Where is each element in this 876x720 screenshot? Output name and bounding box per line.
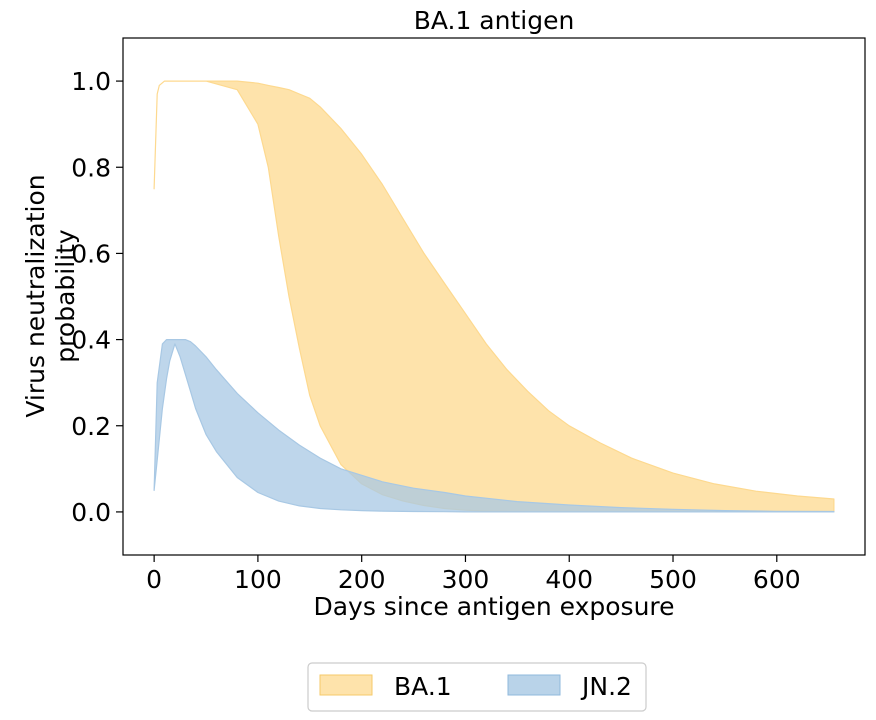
x-tick-label: 500 <box>649 565 697 594</box>
chart-title: BA.1 antigen <box>414 6 575 35</box>
y-axis-label-line-2: probability <box>51 229 80 363</box>
y-tick-label: 1.0 <box>71 67 111 96</box>
x-tick-label: 600 <box>753 565 801 594</box>
legend-swatch-jn2 <box>507 674 561 696</box>
legend: BA.1 JN.2 <box>307 662 647 712</box>
legend-label-jn2: JN.2 <box>580 672 632 701</box>
y-axis-label-line-1: Virus neutralization <box>21 174 50 417</box>
y-axis-label: Virus neutralization probability <box>21 174 80 417</box>
y-tick-label: 0.4 <box>71 326 111 355</box>
y-tick-label: 0.8 <box>71 153 111 182</box>
x-tick-label: 200 <box>338 565 386 594</box>
x-axis-ticks: 0 100 200 300 400 500 600 <box>146 555 801 594</box>
x-tick-label: 100 <box>234 565 282 594</box>
band-jn2 <box>153 339 835 513</box>
x-tick-label: 0 <box>146 565 162 594</box>
x-tick-label: 300 <box>442 565 490 594</box>
legend-label-ba1: BA.1 <box>394 672 452 701</box>
legend-frame <box>307 662 647 712</box>
x-axis-label: Days since antigen exposure <box>313 592 674 621</box>
plot-frame <box>122 37 866 556</box>
legend-swatch-ba1 <box>319 674 373 696</box>
x-tick-label: 400 <box>545 565 593 594</box>
y-tick-label: 0.6 <box>71 239 111 268</box>
y-tick-label: 0.0 <box>71 498 111 527</box>
band-ba1 <box>153 80 835 513</box>
y-axis-ticks: 0.0 0.2 0.4 0.6 0.8 1.0 <box>71 67 123 527</box>
plot-bands <box>153 80 835 513</box>
y-tick-label: 0.2 <box>71 412 111 441</box>
